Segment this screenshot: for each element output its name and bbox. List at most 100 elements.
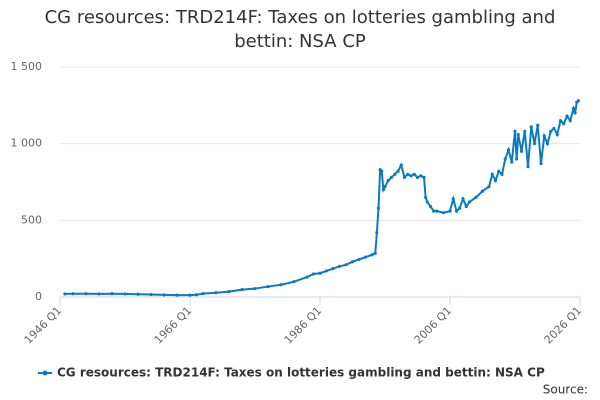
point bbox=[573, 111, 577, 115]
point bbox=[412, 172, 416, 176]
point bbox=[424, 195, 428, 199]
point bbox=[318, 271, 322, 275]
point bbox=[383, 185, 387, 189]
point bbox=[227, 290, 231, 294]
point bbox=[419, 174, 423, 178]
point bbox=[435, 209, 439, 213]
point bbox=[337, 264, 342, 268]
point bbox=[194, 293, 199, 297]
source: Source: bbox=[543, 383, 588, 397]
point bbox=[562, 122, 566, 126]
point bbox=[201, 292, 205, 296]
y-tick-label: 1 500 bbox=[11, 60, 43, 73]
point bbox=[136, 292, 140, 296]
point bbox=[493, 178, 498, 183]
y-tick-label: 500 bbox=[21, 213, 42, 226]
point bbox=[500, 172, 504, 176]
x-tick-label: 1986 Q1 bbox=[282, 304, 325, 347]
point bbox=[331, 267, 335, 271]
point bbox=[536, 123, 540, 127]
point bbox=[571, 106, 576, 110]
point bbox=[448, 209, 452, 213]
point bbox=[545, 142, 550, 146]
point bbox=[324, 269, 329, 273]
point bbox=[253, 286, 257, 291]
point bbox=[490, 172, 494, 176]
point bbox=[123, 292, 127, 296]
point bbox=[350, 260, 355, 264]
point bbox=[510, 160, 514, 164]
point bbox=[555, 132, 559, 137]
point bbox=[162, 293, 166, 297]
point bbox=[188, 293, 192, 297]
point bbox=[84, 292, 88, 296]
point bbox=[515, 157, 519, 161]
point bbox=[402, 175, 407, 179]
point bbox=[458, 206, 462, 210]
point bbox=[363, 255, 368, 259]
point bbox=[513, 129, 517, 133]
point bbox=[503, 157, 507, 161]
point bbox=[370, 253, 374, 257]
point bbox=[519, 149, 524, 153]
point bbox=[441, 211, 446, 215]
x-tick-label: 2026 Q1 bbox=[542, 304, 585, 347]
point bbox=[375, 231, 379, 235]
point bbox=[539, 162, 543, 166]
point bbox=[526, 165, 530, 169]
point bbox=[576, 99, 580, 103]
point bbox=[497, 169, 501, 173]
point bbox=[415, 175, 420, 179]
point bbox=[464, 204, 468, 209]
point bbox=[380, 169, 384, 173]
point bbox=[428, 204, 433, 209]
x-tick-label: 2006 Q1 bbox=[412, 304, 455, 347]
point bbox=[425, 200, 429, 204]
point bbox=[292, 280, 296, 284]
point bbox=[474, 195, 478, 199]
point bbox=[568, 119, 572, 123]
point bbox=[529, 125, 533, 129]
point bbox=[376, 206, 381, 210]
point bbox=[393, 172, 397, 176]
point bbox=[279, 283, 283, 287]
chart-title: CG resources: TRD214F: Taxes on lotterie… bbox=[44, 7, 556, 52]
point bbox=[63, 292, 67, 296]
point bbox=[409, 174, 413, 178]
point bbox=[422, 175, 426, 179]
point bbox=[506, 148, 511, 152]
point bbox=[386, 178, 390, 183]
point bbox=[516, 132, 520, 137]
legend-label: CG resources: TRD214F: Taxes on lotterie… bbox=[57, 366, 545, 380]
point bbox=[214, 291, 218, 295]
series-line bbox=[64, 100, 580, 297]
y-tick-label: 0 bbox=[35, 290, 42, 303]
point bbox=[311, 272, 316, 276]
x-tick-label: 1946 Q1 bbox=[22, 304, 65, 347]
point bbox=[532, 142, 537, 146]
x-tick-label: 1966 Q1 bbox=[152, 304, 195, 347]
point bbox=[558, 119, 563, 123]
point bbox=[399, 163, 403, 167]
point bbox=[344, 263, 348, 267]
point bbox=[97, 292, 101, 296]
point bbox=[451, 197, 455, 201]
point bbox=[149, 292, 153, 297]
point bbox=[487, 185, 491, 189]
point bbox=[305, 275, 309, 279]
point bbox=[480, 189, 485, 193]
point bbox=[71, 292, 75, 296]
point bbox=[432, 209, 436, 213]
point bbox=[373, 251, 377, 255]
point bbox=[357, 257, 361, 262]
point bbox=[266, 284, 270, 289]
legend-marker bbox=[42, 370, 48, 376]
point bbox=[175, 293, 179, 297]
point bbox=[396, 169, 400, 173]
point bbox=[461, 197, 465, 201]
point bbox=[542, 134, 546, 138]
point bbox=[552, 126, 556, 130]
point bbox=[240, 288, 244, 292]
